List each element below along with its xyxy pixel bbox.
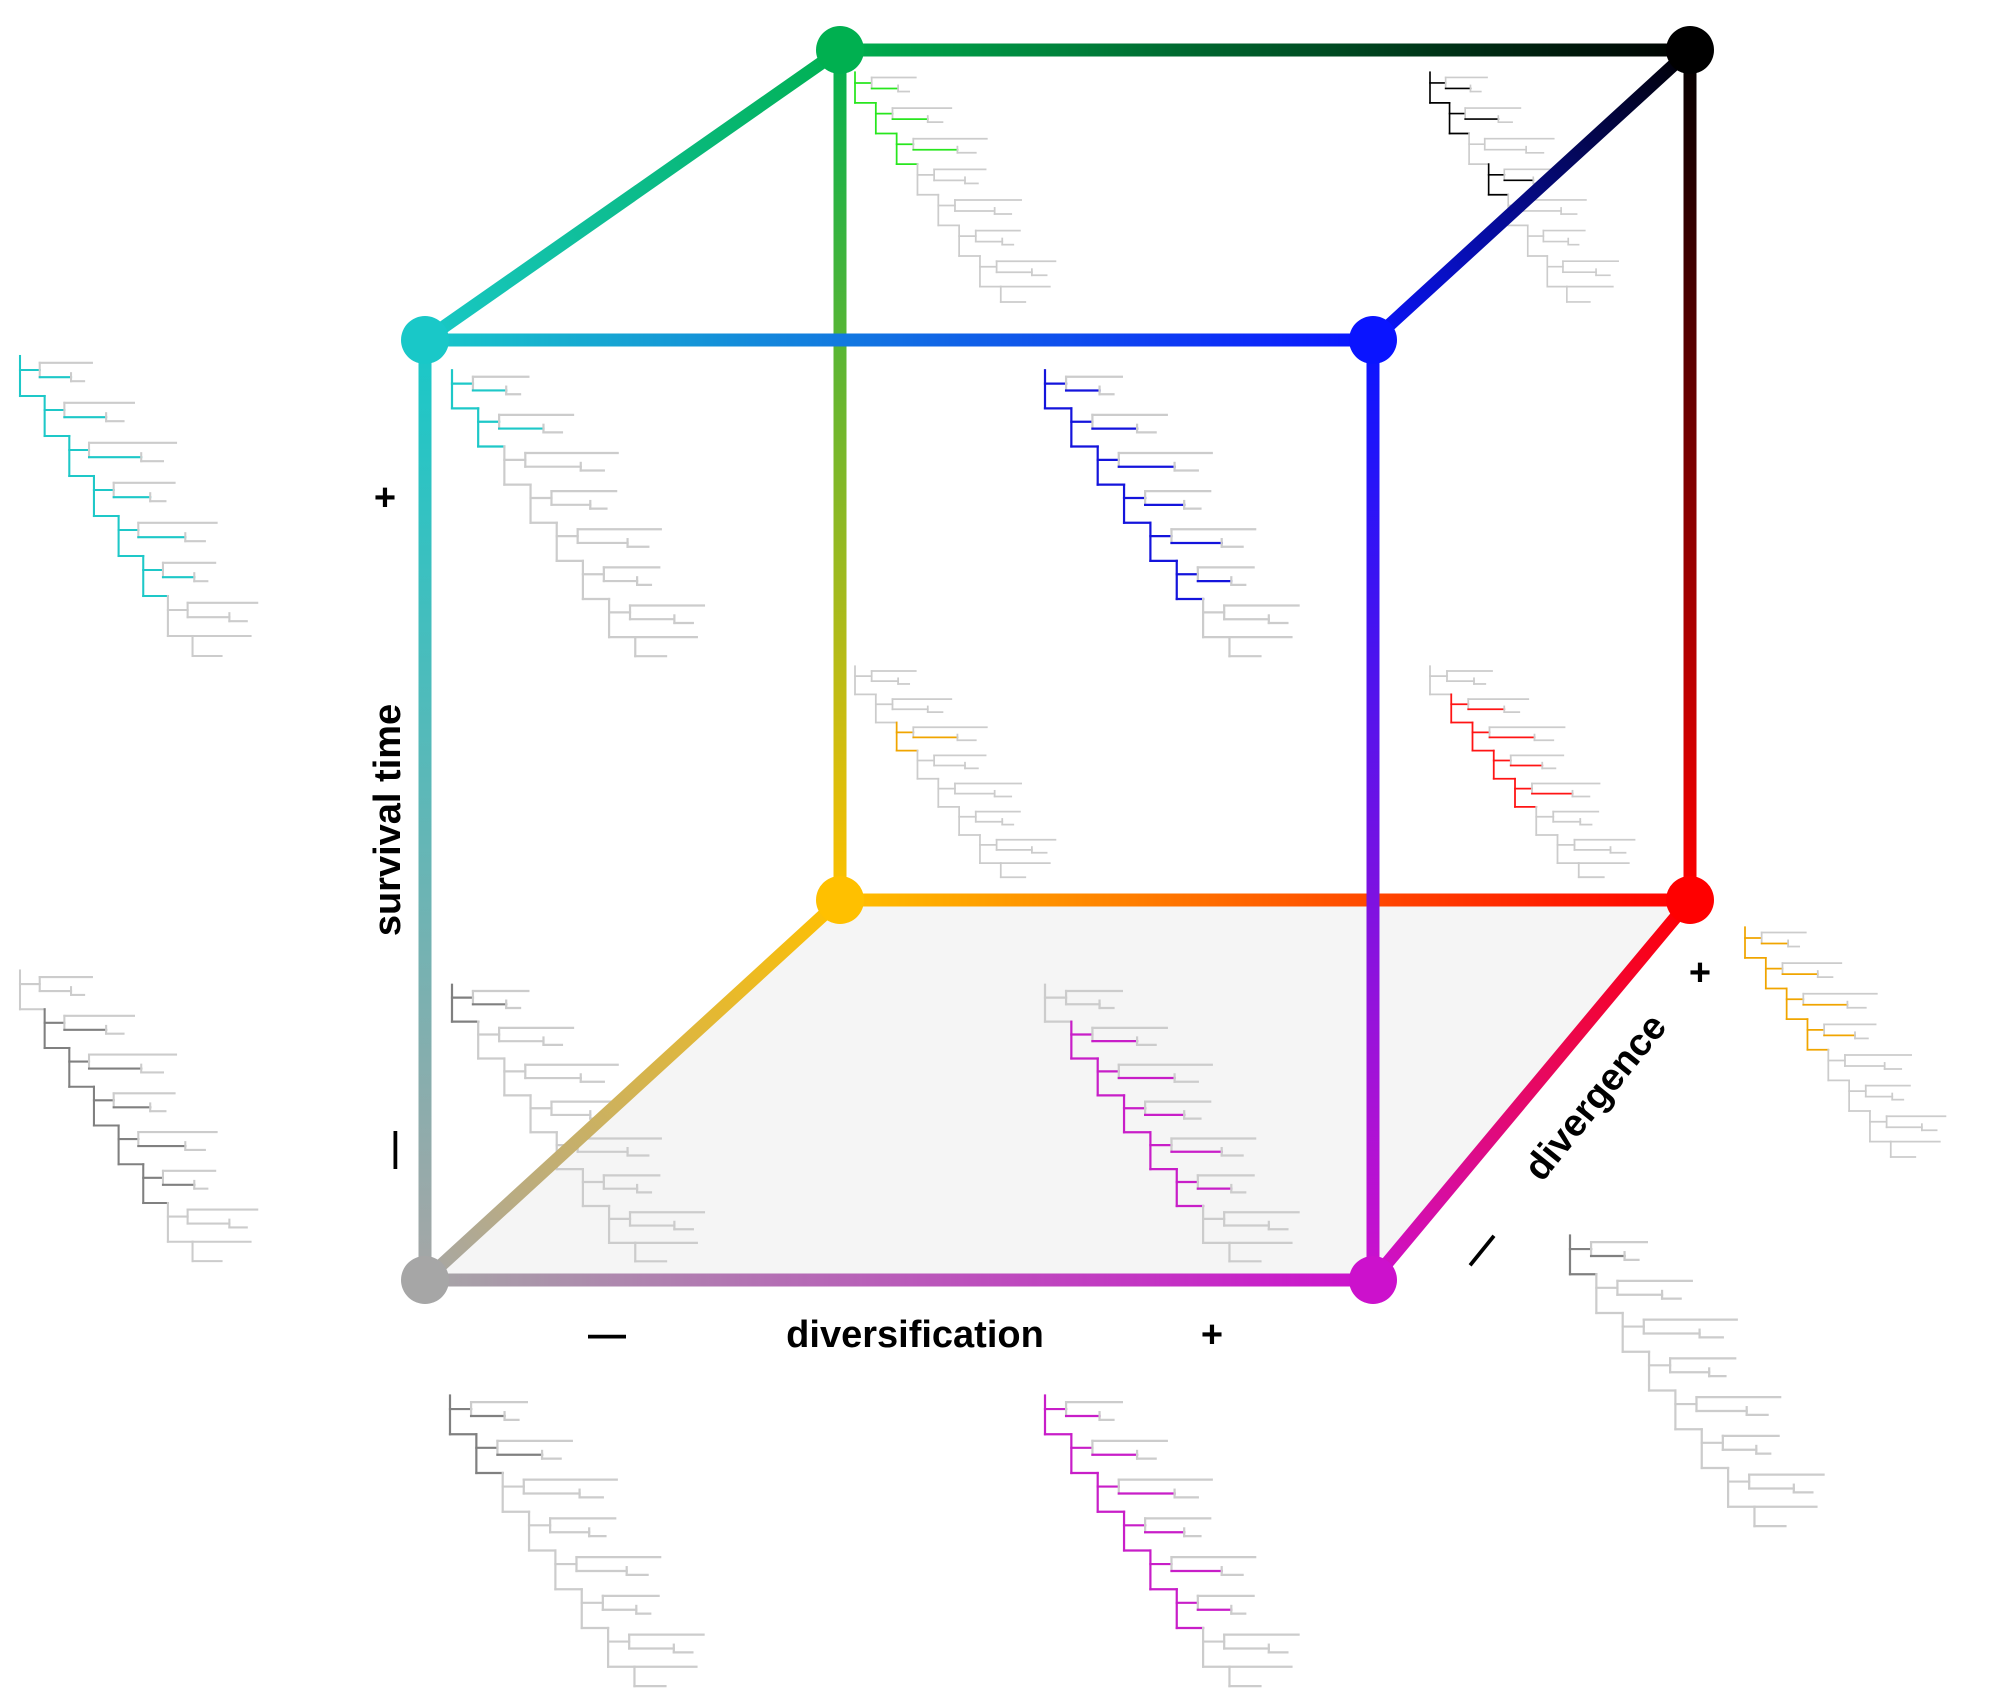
vertex-front-bottom-right bbox=[1349, 1256, 1397, 1304]
tree-inner-back-bottom-right bbox=[1429, 665, 1636, 879]
divergence-plus-sign: + bbox=[1689, 952, 1711, 994]
tree-inner-back-top-right bbox=[1429, 71, 1619, 303]
survival-plus-sign: + bbox=[374, 477, 396, 519]
tree-inner-front-bottom-right bbox=[1043, 983, 1300, 1263]
cube-edge bbox=[418, 893, 847, 1287]
cube-edge bbox=[418, 43, 847, 347]
cube-edge bbox=[1366, 43, 1697, 347]
tree-inner-back-top-left bbox=[854, 71, 1057, 303]
bottom-face bbox=[425, 900, 1690, 1280]
vertex-back-top-right bbox=[1666, 26, 1714, 74]
tree-inner-front-top-left bbox=[450, 369, 706, 658]
cube-edge bbox=[1366, 893, 1697, 1287]
divergence-minus-sign: — bbox=[1452, 1221, 1509, 1277]
tree-left-lower bbox=[18, 969, 259, 1263]
vertex-front-top-right bbox=[1349, 316, 1397, 364]
vertex-front-bottom-left bbox=[401, 1256, 449, 1304]
diversification-plus-sign: + bbox=[1201, 1314, 1223, 1356]
tree-right-lower bbox=[1568, 1234, 1825, 1528]
cube-edges bbox=[418, 43, 1697, 1287]
diversification-axis-label: diversification bbox=[786, 1314, 1044, 1356]
tree-bottom-right bbox=[1043, 1394, 1300, 1688]
vertex-front-top-left bbox=[401, 316, 449, 364]
survival-axis-label: survival time bbox=[367, 704, 409, 936]
vertex-back-bottom-right bbox=[1666, 876, 1714, 924]
tree-bottom-left bbox=[448, 1394, 705, 1688]
tree-inner-front-top-right bbox=[1043, 369, 1300, 658]
tree-inner-back-bottom-left bbox=[854, 665, 1057, 879]
tree-left-upper bbox=[18, 354, 259, 658]
vertex-back-top-left bbox=[816, 26, 864, 74]
cube-vertices bbox=[401, 26, 1714, 1304]
vertex-back-bottom-left bbox=[816, 876, 864, 924]
phylogeny-trees bbox=[18, 71, 1947, 1688]
diversification-minus-sign: — bbox=[588, 1314, 626, 1356]
survival-minus-sign: — bbox=[376, 1131, 418, 1169]
tree-right-upper bbox=[1744, 926, 1947, 1158]
